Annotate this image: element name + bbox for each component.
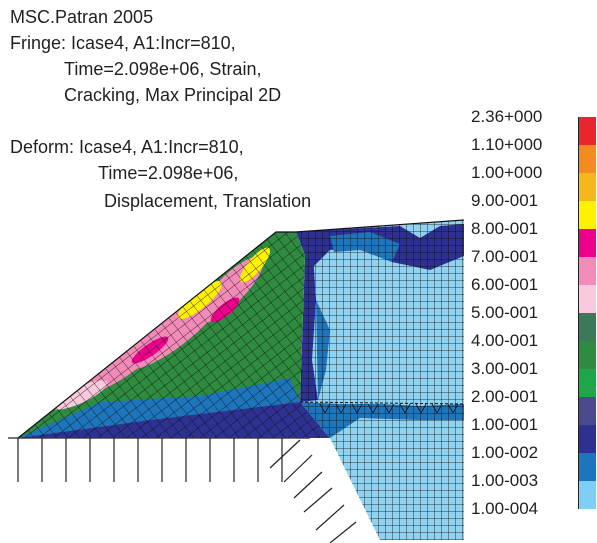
- legend-label: 1.00-004: [471, 499, 539, 518]
- legend-label: 3.00-001: [471, 359, 539, 378]
- mesh-right-block: [296, 220, 464, 540]
- legend-swatch: [578, 425, 596, 453]
- legend-label: 2.00-001: [471, 387, 539, 406]
- legend-swatch: [578, 117, 596, 145]
- legend-label: 1.00+000: [471, 163, 543, 182]
- legend-swatch: [578, 229, 596, 257]
- legend-label: 1.00-002: [471, 443, 539, 462]
- legend-swatch: [578, 341, 596, 369]
- legend-swatch: [578, 173, 596, 201]
- legend-swatch: [578, 201, 596, 229]
- fringe-line-3: Cracking, Max Principal 2D: [64, 85, 282, 105]
- legend-swatch: [578, 285, 596, 313]
- legend-label: 1.00-001: [471, 415, 539, 434]
- model-outline: [17, 219, 465, 439]
- legend-label: 4.00-001: [471, 331, 539, 350]
- legend-label: 1.00-003: [471, 471, 539, 490]
- constraint-markers: [319, 403, 459, 414]
- legend-label: 2.36+000: [471, 107, 543, 126]
- legend-label: 1.10+000: [471, 135, 543, 154]
- legend-label: 5.00-001: [471, 303, 539, 322]
- legend-swatch: [578, 453, 596, 481]
- deform-line-3: Displacement, Translation: [104, 191, 312, 211]
- legend-swatch: [578, 257, 596, 285]
- legend-label: 7.00-001: [471, 247, 539, 266]
- legend-label: 6.00-001: [471, 275, 539, 294]
- deform-line-1: Deform: Icase4, A1:Incr=810,: [10, 137, 244, 157]
- app-title: MSC.Patran 2005: [10, 7, 154, 27]
- legend-label: 8.00-001: [471, 219, 539, 238]
- legend-label: 9.00-001: [471, 191, 539, 210]
- mesh-slope-region: [18, 232, 330, 438]
- legend-swatch: [578, 397, 596, 425]
- boundary-ground-hatch: [8, 437, 357, 543]
- legend-swatch: [578, 369, 596, 397]
- fringe-line-2: Time=2.098e+06, Strain,: [64, 59, 262, 79]
- legend-swatch: [578, 481, 596, 509]
- legend-swatch: [578, 145, 596, 173]
- legend-swatch: [578, 313, 596, 341]
- fringe-line-1: Fringe: Icase4, A1:Incr=810,: [10, 33, 236, 53]
- deform-line-2: Time=2.098e+06,: [98, 163, 239, 183]
